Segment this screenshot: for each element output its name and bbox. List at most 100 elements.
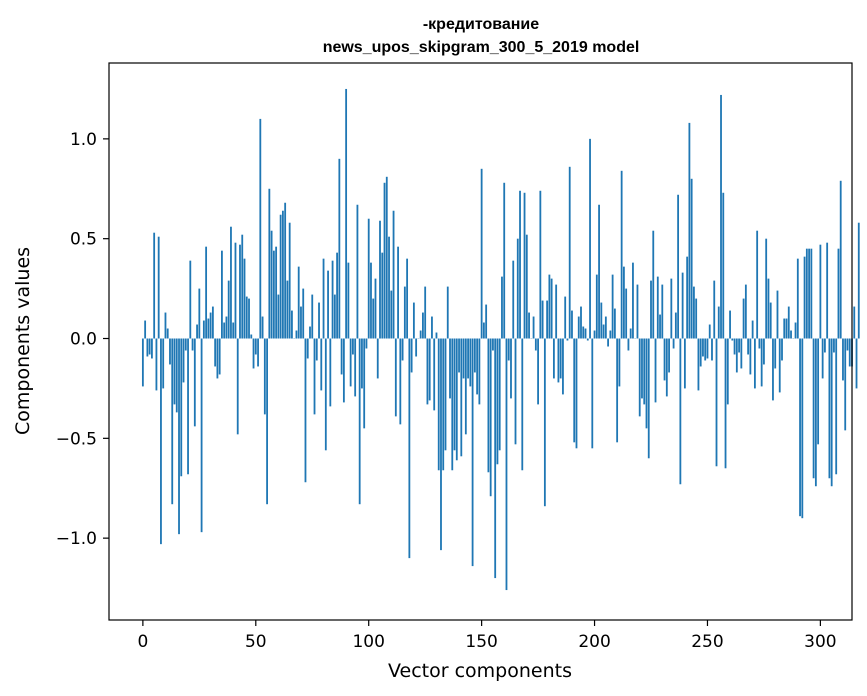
bar	[180, 338, 183, 477]
bar	[218, 338, 221, 375]
bar	[760, 338, 763, 387]
bar	[227, 280, 230, 339]
bar	[453, 338, 456, 451]
bar	[697, 338, 700, 391]
bar	[787, 306, 790, 339]
bar	[223, 322, 226, 339]
bar	[803, 256, 806, 339]
bar	[844, 338, 847, 431]
bar	[711, 338, 713, 361]
bar	[471, 338, 474, 567]
bar	[173, 338, 176, 405]
bar	[248, 298, 250, 339]
bar	[720, 94, 722, 339]
bar	[304, 338, 307, 483]
bar	[656, 276, 659, 339]
bar	[408, 338, 411, 559]
bar	[184, 338, 187, 351]
bar	[478, 338, 481, 405]
bar	[144, 320, 147, 339]
bar	[842, 338, 844, 381]
bar	[738, 338, 740, 353]
bar	[826, 242, 829, 339]
bar	[349, 338, 352, 387]
bar	[358, 338, 361, 505]
bar	[207, 318, 210, 339]
bar	[487, 338, 490, 473]
bar	[695, 298, 698, 339]
bar	[277, 294, 280, 339]
bar	[523, 192, 526, 339]
bar	[525, 234, 528, 339]
bar	[412, 302, 415, 339]
bar	[708, 324, 711, 339]
bar	[225, 316, 228, 339]
bar	[462, 338, 465, 379]
bar	[699, 338, 702, 367]
bar	[261, 316, 264, 339]
bar	[464, 338, 467, 435]
bar	[702, 338, 704, 357]
bar	[286, 280, 289, 339]
bar	[717, 306, 720, 339]
bar	[753, 338, 756, 389]
bar	[623, 266, 625, 339]
bar	[828, 338, 831, 479]
bar	[329, 338, 332, 407]
bar	[598, 204, 600, 339]
y-tick-label: 0.5	[70, 230, 97, 250]
bar	[539, 190, 542, 339]
bar	[839, 180, 842, 339]
bar	[519, 190, 521, 339]
bar	[268, 188, 271, 339]
y-tick-label: −1.0	[56, 529, 97, 549]
bar	[356, 204, 359, 339]
bar	[410, 338, 413, 373]
bar	[613, 308, 616, 339]
x-tick-label: 50	[245, 632, 267, 652]
bar	[575, 338, 578, 449]
bar	[198, 288, 201, 339]
bar	[546, 300, 549, 339]
bar	[607, 338, 609, 347]
bar	[390, 290, 393, 339]
bar	[191, 338, 194, 351]
bar	[216, 338, 219, 379]
bar	[340, 338, 343, 375]
chart-title-line1: -кредитование	[423, 16, 539, 33]
bar	[672, 338, 675, 349]
bar	[510, 338, 512, 399]
bar	[790, 330, 792, 339]
bar	[765, 238, 768, 339]
bar	[352, 338, 354, 355]
bar	[812, 338, 815, 479]
bar	[189, 260, 192, 339]
bar	[731, 338, 734, 341]
bar	[437, 338, 440, 471]
bar	[232, 322, 235, 339]
bar	[331, 260, 334, 339]
bar	[824, 338, 826, 353]
bar	[625, 288, 628, 339]
bar	[505, 338, 508, 591]
bar	[503, 182, 506, 339]
bar	[855, 338, 858, 389]
bar	[774, 338, 777, 369]
bar	[742, 298, 745, 339]
bar	[783, 318, 786, 339]
bar	[469, 338, 472, 387]
bar	[320, 338, 323, 391]
bar	[164, 312, 167, 339]
bar	[528, 312, 530, 339]
bar	[821, 338, 824, 379]
bar	[557, 338, 560, 383]
bar	[747, 338, 750, 355]
bar	[345, 88, 348, 339]
bar	[284, 202, 287, 339]
bar	[778, 338, 781, 393]
bar	[243, 258, 246, 339]
bar	[638, 338, 641, 417]
bar	[151, 338, 153, 359]
bar	[399, 338, 402, 425]
bar	[618, 338, 621, 387]
